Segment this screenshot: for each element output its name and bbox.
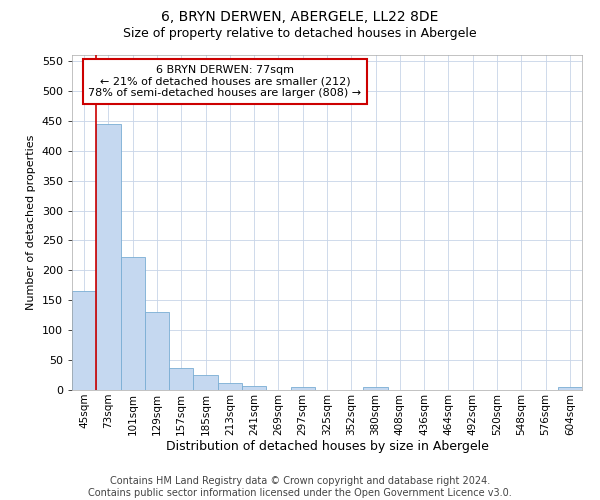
Bar — [145, 312, 169, 390]
Text: 6 BRYN DERWEN: 77sqm
← 21% of detached houses are smaller (212)
78% of semi-deta: 6 BRYN DERWEN: 77sqm ← 21% of detached h… — [88, 65, 362, 98]
Y-axis label: Number of detached properties: Number of detached properties — [26, 135, 36, 310]
Bar — [242, 386, 266, 390]
Bar — [558, 387, 582, 390]
Text: 6, BRYN DERWEN, ABERGELE, LL22 8DE: 6, BRYN DERWEN, ABERGELE, LL22 8DE — [161, 10, 439, 24]
Bar — [72, 292, 96, 390]
Bar — [290, 387, 315, 390]
Bar — [193, 375, 218, 390]
X-axis label: Distribution of detached houses by size in Abergele: Distribution of detached houses by size … — [166, 440, 488, 454]
Bar — [364, 387, 388, 390]
Bar — [218, 384, 242, 390]
Text: Size of property relative to detached houses in Abergele: Size of property relative to detached ho… — [123, 28, 477, 40]
Bar — [121, 257, 145, 390]
Bar — [169, 368, 193, 390]
Bar — [96, 124, 121, 390]
Text: Contains HM Land Registry data © Crown copyright and database right 2024.
Contai: Contains HM Land Registry data © Crown c… — [88, 476, 512, 498]
